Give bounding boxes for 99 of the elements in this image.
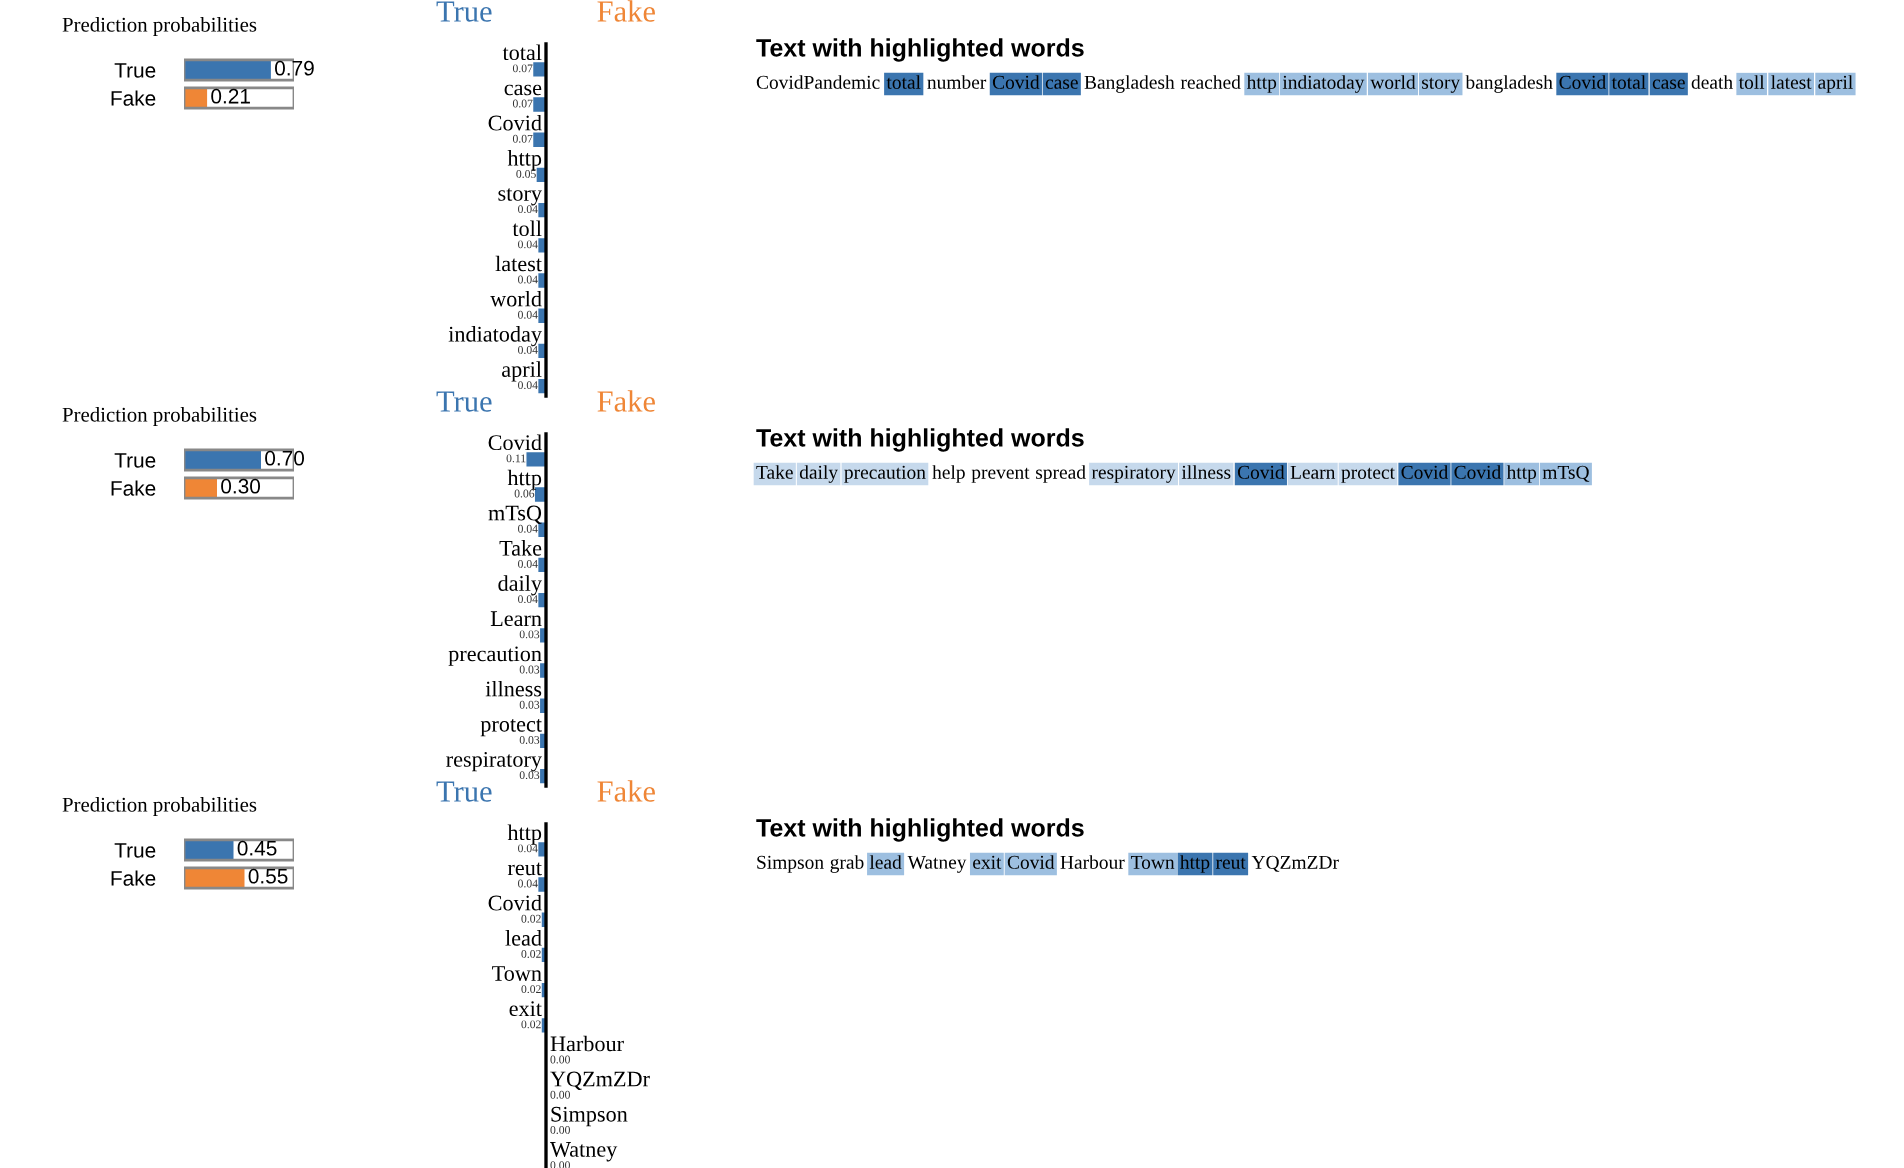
category-label: bangladesh	[1465, 75, 1553, 93]
category-label: Harbour	[1060, 855, 1125, 869]
category-label: toll	[512, 220, 542, 237]
category-label: reut	[1215, 857, 1246, 869]
category-label: respiratory	[1091, 465, 1176, 483]
category-label: mTsQ	[1542, 465, 1590, 482]
category-label: Covid	[1237, 465, 1285, 479]
category-label: http	[1180, 855, 1210, 873]
category-label: Town	[1131, 855, 1175, 869]
category-label: lead	[505, 930, 542, 946]
data-label: 0.45	[237, 840, 277, 856]
category-label: daily	[799, 465, 838, 483]
y-tick-label: True	[114, 843, 156, 858]
category-label: Watney	[550, 1142, 618, 1162]
category-label: http	[507, 150, 542, 171]
category-label: Covid	[1559, 75, 1606, 89]
data-label: 0.55	[248, 868, 288, 884]
category-label: Simpson	[551, 1106, 628, 1127]
category-label: http	[507, 824, 542, 845]
category-label: Covid	[992, 75, 1040, 89]
category-label: prevent	[971, 467, 1030, 483]
category-label: illness	[1181, 465, 1231, 479]
category-label: latest	[495, 255, 542, 272]
category-label: mTsQ	[488, 505, 542, 524]
category-label: Watney	[907, 855, 967, 873]
category-label: http	[507, 469, 542, 490]
category-label: story	[1422, 77, 1461, 93]
category-label: total	[502, 44, 542, 61]
category-label: toll	[1738, 75, 1765, 89]
chart-title: Prediction probabilities	[62, 17, 257, 36]
category-label: Bangladesh	[1084, 75, 1175, 93]
category-label: precaution	[448, 646, 542, 666]
category-label: Simpson	[757, 855, 824, 873]
category-label: respiratory	[446, 751, 542, 772]
text: Fake	[597, 780, 655, 802]
category-label: reut	[507, 862, 542, 876]
category-label: YQZmZDr	[550, 1071, 650, 1090]
text: Text with highlighted words	[756, 38, 1084, 62]
category-label: case	[1045, 79, 1078, 89]
legend-label: Fake	[597, 0, 655, 22]
legend-label: Fake	[597, 390, 655, 412]
category-label: CovidPandemic	[756, 75, 880, 89]
category-label: indiatoday	[448, 326, 542, 347]
y-tick-label: True	[114, 63, 156, 78]
category-label: Covid	[1401, 465, 1448, 479]
category-label: lead	[869, 855, 902, 869]
text: True	[436, 781, 492, 802]
category-label: april	[1818, 75, 1853, 93]
category-label: protect	[480, 718, 542, 737]
category-label: indiatoday	[1282, 75, 1365, 93]
category-label: Covid	[488, 434, 542, 451]
category-label: YQZmZDr	[1251, 855, 1339, 872]
category-label: Town	[492, 966, 542, 981]
category-label: latest	[1771, 75, 1812, 89]
y-tick-label: Fake	[111, 90, 156, 106]
category-label: Learn	[1290, 465, 1336, 479]
category-label: Covid	[488, 894, 542, 911]
category-label: Take	[499, 540, 542, 556]
category-label: death	[1691, 75, 1733, 89]
series-label: True	[436, 391, 492, 412]
category-label: illness	[485, 680, 542, 697]
category-label: http	[1246, 75, 1277, 93]
category-label: exit	[973, 855, 1002, 869]
y-tick-label: Fake	[111, 870, 156, 886]
category-label: Covid	[488, 114, 542, 131]
category-label: world	[490, 290, 542, 307]
text: Text with highlighted words	[756, 818, 1084, 842]
chart-title: Prediction probabilities	[62, 797, 257, 816]
y-tick-label: Fake	[111, 480, 156, 496]
category-label: help	[932, 465, 965, 483]
category-label: story	[498, 188, 542, 206]
data-label: 0.70	[265, 450, 305, 466]
category-label: total	[1611, 75, 1646, 89]
category-label: grab	[830, 855, 864, 873]
y-tick-label: True	[114, 453, 156, 468]
series-label: True	[436, 1, 492, 22]
category-label: exit	[509, 1001, 542, 1017]
category-label: spread	[1036, 465, 1086, 483]
data-label: 0.30	[221, 478, 261, 494]
category-label: Covid	[1007, 855, 1055, 869]
category-label: daily	[498, 575, 542, 596]
category-label: Take	[756, 465, 793, 479]
category-label: Learn	[490, 611, 542, 627]
data-label: 0.79	[275, 60, 314, 76]
category-label: number	[927, 75, 987, 89]
category-label: world	[1370, 75, 1416, 89]
chart-title: Prediction probabilities	[62, 407, 257, 426]
data-label: 0.21	[211, 88, 250, 104]
category-label: Harbour	[550, 1035, 624, 1052]
category-label: total	[886, 75, 921, 89]
category-label: protect	[1341, 467, 1395, 483]
category-label: case	[504, 84, 542, 96]
category-label: precaution	[844, 465, 926, 483]
category-label: reached	[1180, 75, 1241, 89]
category-label: case	[1652, 79, 1685, 89]
text: Text with highlighted words	[756, 428, 1084, 452]
category-label: Covid	[1454, 465, 1501, 479]
category-label: april	[502, 361, 542, 382]
category-label: http	[1506, 465, 1537, 483]
